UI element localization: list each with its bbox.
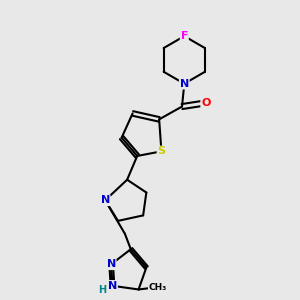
Text: N: N [100,195,110,205]
Text: N: N [180,79,189,89]
Text: S: S [158,146,165,156]
Text: F: F [181,31,188,41]
Text: N: N [108,281,117,291]
Text: N: N [106,259,116,269]
Text: H: H [98,285,106,296]
Text: O: O [201,98,211,108]
Text: CH₃: CH₃ [148,283,167,292]
